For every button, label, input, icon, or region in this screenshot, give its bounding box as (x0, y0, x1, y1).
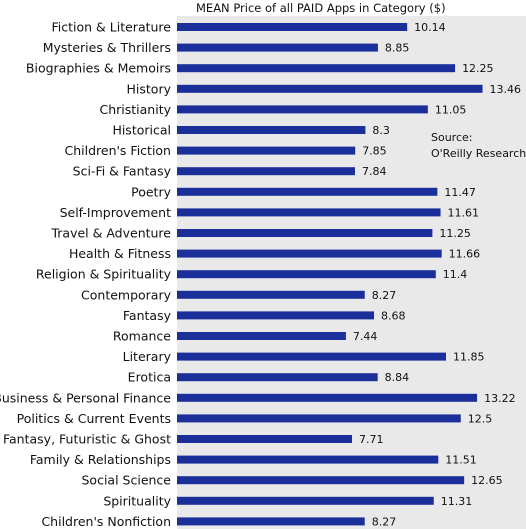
category-label: Self-Improvement (60, 205, 172, 220)
bar (177, 84, 483, 93)
value-label: 8.68 (381, 309, 406, 322)
bar (177, 455, 439, 464)
bar (177, 23, 408, 31)
bar (177, 496, 434, 505)
value-label: 11.47 (444, 186, 476, 199)
bar (177, 249, 442, 258)
bar (177, 64, 456, 73)
category-label: Children's Nonfiction (41, 514, 171, 529)
value-label: 12.5 (468, 412, 493, 425)
bar (177, 105, 428, 114)
category-label: History (127, 81, 172, 96)
category-label: Mysteries & Thrillers (43, 40, 171, 55)
value-label: 12.25 (462, 62, 494, 75)
value-label: 8.84 (385, 371, 410, 384)
bar (177, 517, 365, 526)
category-label: Fiction & Literature (52, 20, 172, 35)
category-label: Contemporary (81, 287, 172, 302)
value-label: 10.14 (414, 21, 446, 34)
value-label: 11.25 (439, 227, 471, 240)
bar (177, 167, 355, 176)
category-label: Biographies & Memoirs (26, 61, 171, 76)
category-label: Historical (112, 123, 171, 138)
category-label: Spirituality (103, 493, 171, 508)
category-label: Fantasy (123, 308, 172, 323)
bar (177, 208, 441, 217)
value-label: 11.85 (453, 351, 485, 364)
value-label: 13.22 (484, 392, 516, 405)
bar (177, 435, 353, 443)
value-label: 11.66 (449, 248, 481, 261)
category-label: Sci-Fi & Fantasy (73, 164, 172, 179)
value-label: 7.71 (359, 433, 384, 446)
value-label: 11.31 (441, 495, 473, 508)
bar (177, 43, 378, 52)
bar (177, 311, 375, 320)
value-label: 11.05 (435, 103, 467, 116)
value-label: 11.61 (448, 206, 480, 219)
value-label: 7.44 (353, 330, 378, 343)
category-label: Travel & Adventure (50, 226, 171, 241)
bars-group: Fiction & Literature 10.14 Mysteries & Thr… (0, 20, 521, 529)
bar (177, 393, 478, 402)
value-label: 12.65 (471, 474, 503, 487)
category-label: Business & Personal Finance (0, 390, 171, 405)
category-label: Health & Fitness (69, 246, 171, 261)
category-label: Poetry (131, 184, 171, 199)
category-label: Social Science (82, 473, 172, 488)
bar (177, 187, 438, 196)
value-label: 7.84 (362, 165, 387, 178)
bar (177, 146, 356, 155)
value-label: 8.3 (372, 124, 390, 137)
chart-title: MEAN Price of all PAID Apps in Category … (196, 1, 446, 15)
value-label: 13.46 (490, 83, 522, 96)
bar (177, 290, 365, 299)
category-label: Politics & Current Events (17, 411, 171, 426)
bar (177, 229, 433, 237)
value-label: 11.51 (445, 454, 477, 467)
value-label: 7.85 (362, 145, 387, 158)
category-label: Family & Relationships (30, 452, 171, 467)
value-label: 8.27 (372, 289, 397, 302)
bar (177, 270, 436, 279)
bar (177, 373, 378, 382)
category-label: Religion & Spirituality (36, 267, 172, 282)
category-label: Romance (113, 329, 171, 344)
value-label: 11.4 (443, 268, 468, 281)
bar (177, 332, 346, 340)
category-label: Children's Fiction (64, 143, 171, 158)
bar (177, 352, 446, 361)
bar (177, 476, 465, 485)
category-label: Erotica (128, 370, 171, 385)
category-label: Fantasy, Futuristic & Ghost (3, 432, 171, 447)
category-label: Literary (123, 349, 172, 364)
value-label: 8.27 (372, 515, 397, 528)
category-label: Christianity (99, 102, 171, 117)
bar (177, 414, 461, 423)
source-name: O'Reilly Research (431, 147, 526, 160)
value-label: 8.85 (385, 42, 410, 55)
source-label: Source: (431, 131, 473, 144)
bar (177, 126, 366, 134)
